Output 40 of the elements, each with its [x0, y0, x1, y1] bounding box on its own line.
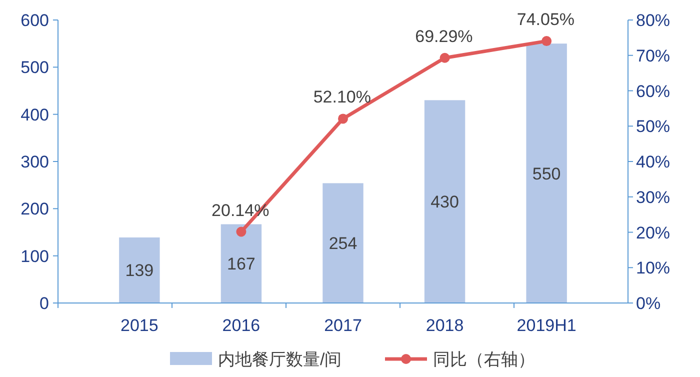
y-tick-label: 100 — [20, 246, 49, 266]
data-label: 69.29% — [415, 26, 473, 46]
bar — [322, 183, 364, 303]
x-tick-label: 2018 — [426, 316, 464, 335]
y2-tick-label: 70% — [636, 46, 670, 66]
x-tick-label: 2017 — [324, 316, 362, 335]
point — [236, 226, 246, 237]
bar — [526, 44, 567, 303]
legend-label: 内地餐厅数量/间 — [218, 350, 342, 369]
x-tick-label: 2015 — [120, 316, 158, 335]
y-tick-label: 0 — [40, 294, 49, 313]
y-tick-label: 400 — [20, 105, 49, 124]
y2-tick-label: 10% — [636, 258, 670, 278]
y2-tick-label: 50% — [636, 117, 670, 136]
x-tick-label: 2016 — [222, 316, 260, 335]
y2-tick-label: 80% — [636, 11, 670, 30]
y2-tick-label: 20% — [636, 223, 670, 242]
bar — [424, 100, 466, 303]
y2-tick-label: 0% — [636, 294, 661, 313]
point — [542, 36, 552, 46]
data-label: 430 — [430, 192, 459, 212]
bar — [119, 237, 160, 303]
y-tick-label: 500 — [20, 58, 49, 78]
x-tick-label: 2019H1 — [516, 316, 576, 335]
y-tick-label: 300 — [20, 152, 49, 172]
legend-label: 同比（右轴） — [433, 350, 535, 369]
y2-tick-label: 30% — [636, 188, 670, 207]
data-label: 550 — [532, 164, 561, 184]
y-tick-label: 600 — [20, 11, 49, 30]
y2-tick-label: 60% — [636, 82, 670, 101]
data-label: 167 — [227, 254, 256, 274]
y-tick-label: 200 — [20, 200, 49, 219]
point — [440, 52, 450, 63]
data-label: 52.10% — [313, 88, 371, 107]
bar — [220, 224, 262, 303]
data-label: 254 — [328, 234, 358, 254]
point — [338, 114, 348, 124]
data-label: 139 — [125, 261, 154, 280]
data-label: 74.05% — [516, 10, 575, 30]
y2-tick-label: 40% — [636, 152, 670, 172]
